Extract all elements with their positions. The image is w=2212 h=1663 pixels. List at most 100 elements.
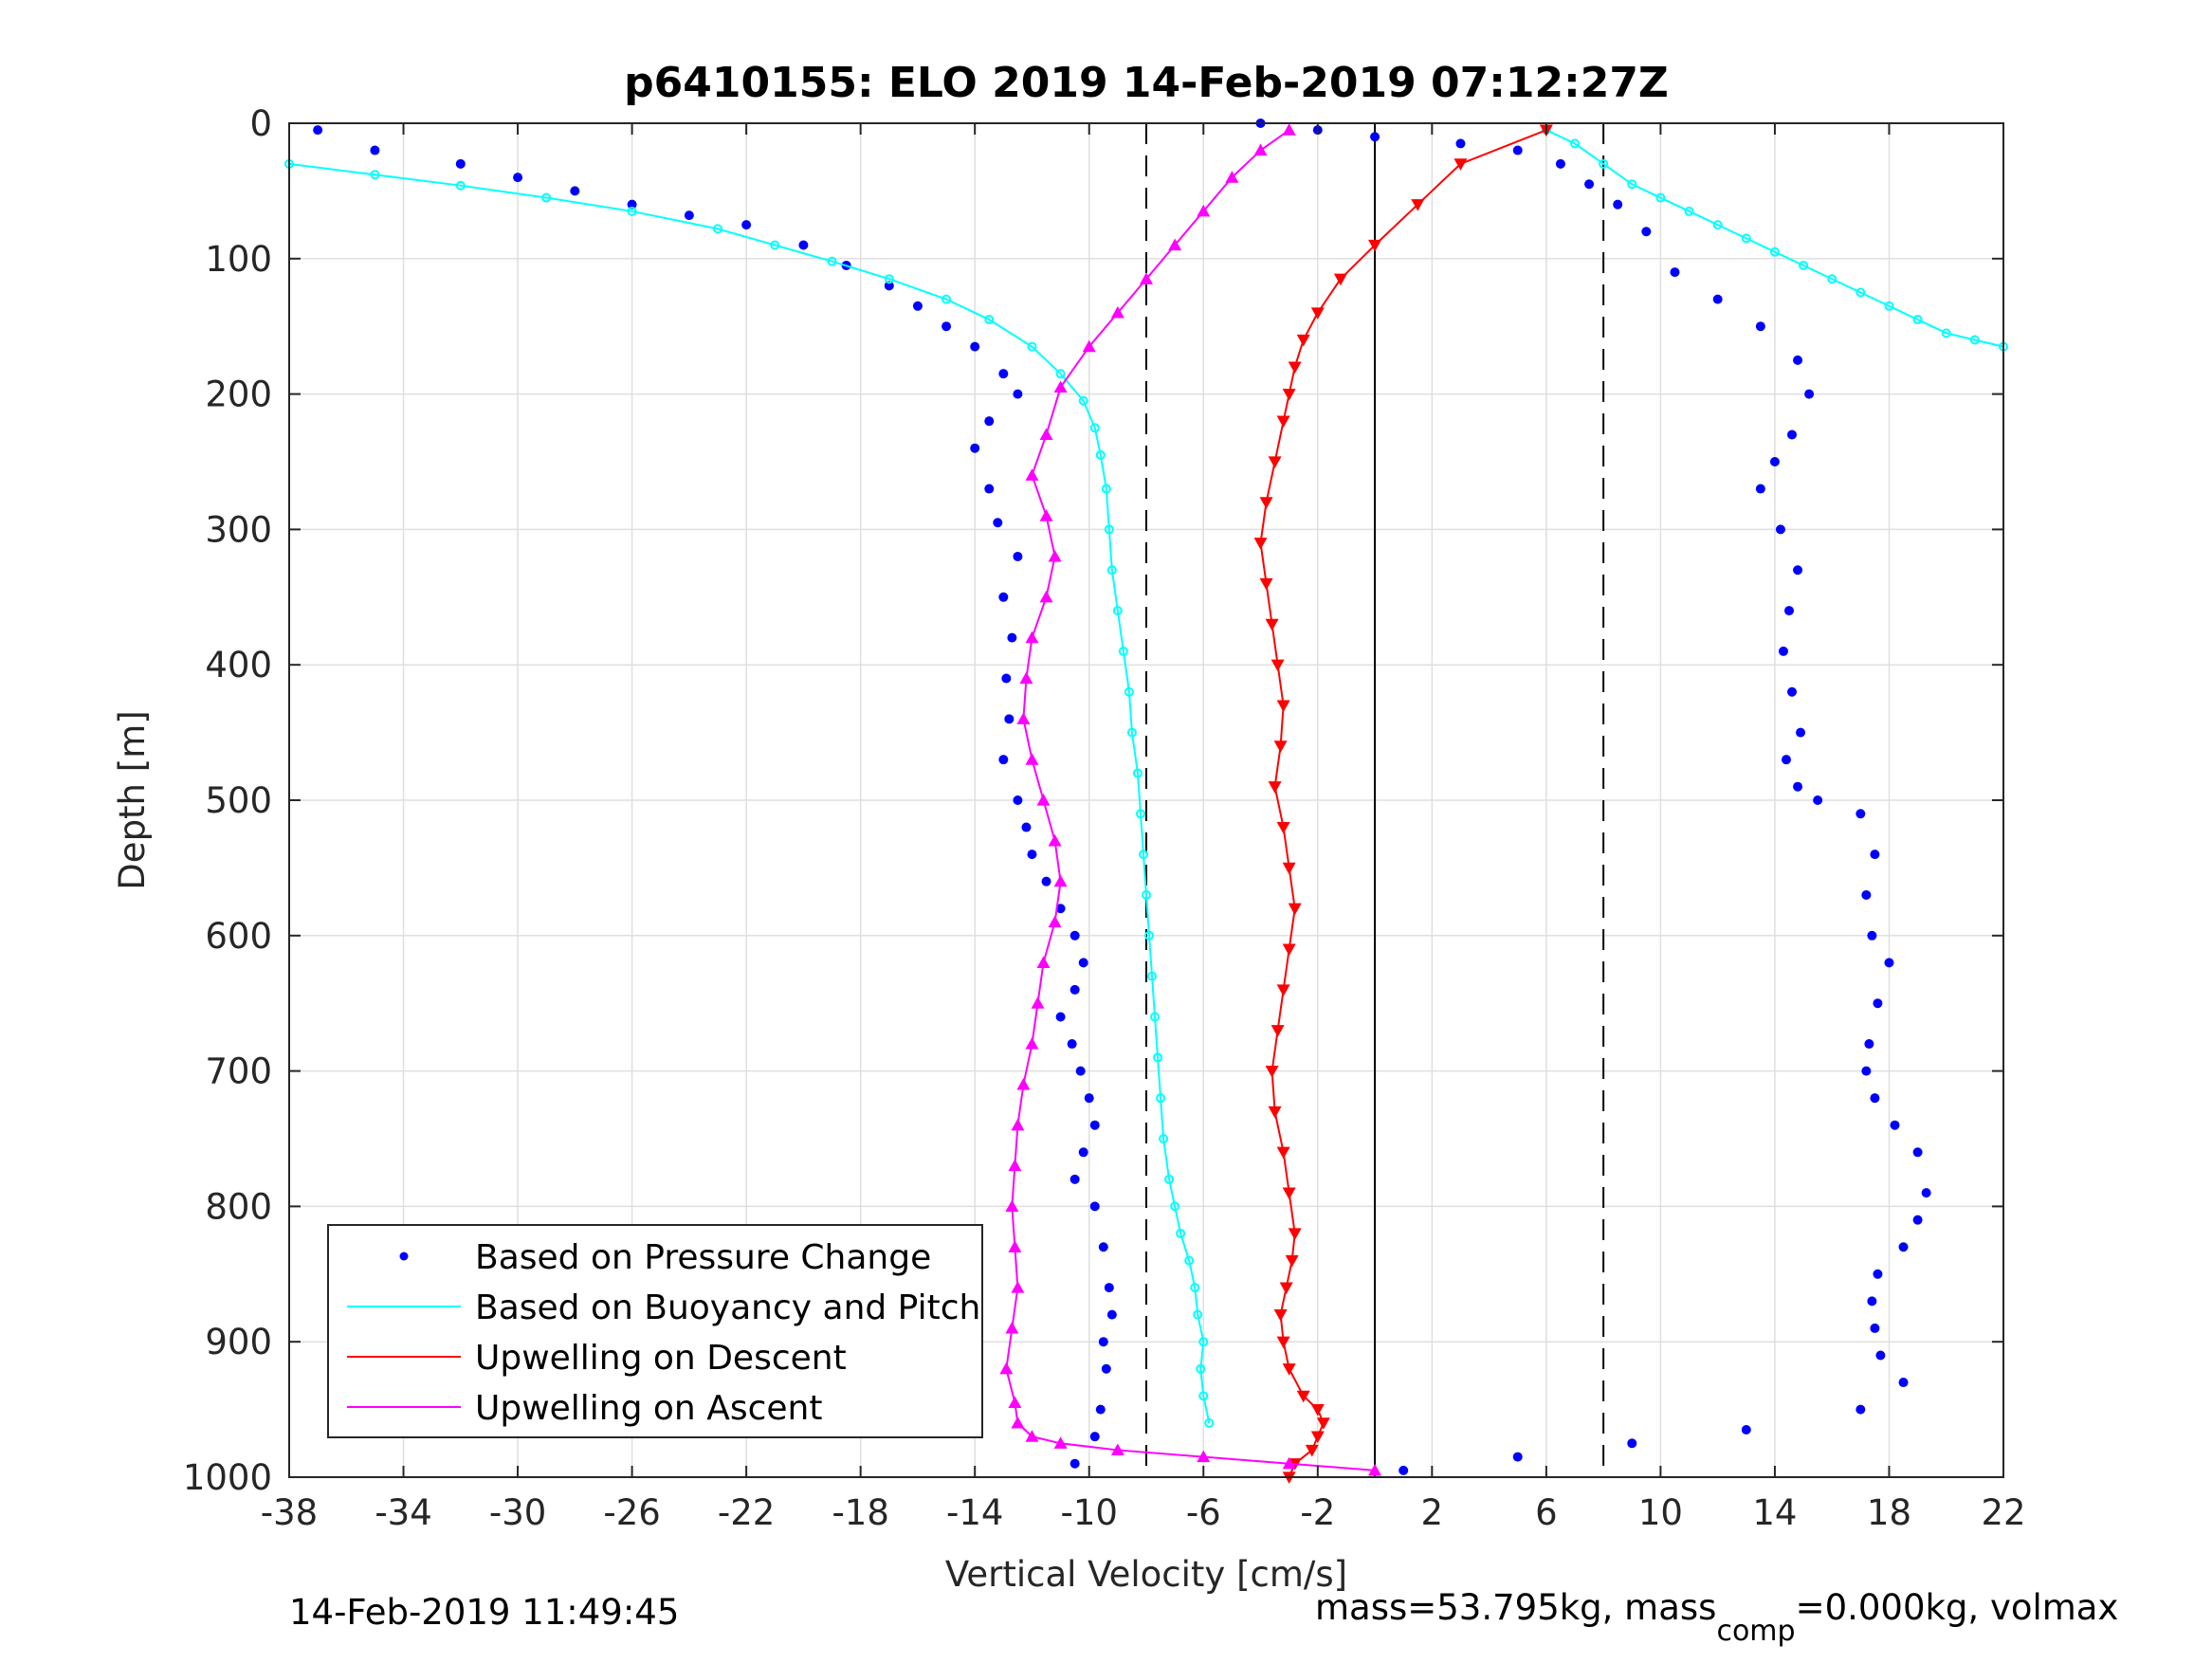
data-point — [1196, 1363, 1206, 1374]
data-point — [1265, 1066, 1279, 1078]
x-tick-label: -18 — [832, 1492, 888, 1533]
y-tick-label: 1000 — [183, 1457, 272, 1498]
data-point — [1069, 1174, 1080, 1184]
data-point — [1055, 369, 1066, 379]
data-point — [627, 199, 637, 210]
data-point — [1787, 429, 1798, 440]
x-tick-label: 2 — [1421, 1492, 1444, 1533]
data-point — [1769, 247, 1780, 257]
data-point — [1084, 1093, 1094, 1104]
data-point — [1176, 1228, 1186, 1238]
data-point — [1282, 943, 1296, 957]
data-point — [1684, 206, 1694, 216]
data-point — [1870, 1323, 1880, 1333]
data-point — [1013, 389, 1023, 399]
legend: Based on Pressure Change Based on Buoyan… — [327, 1224, 983, 1438]
data-point — [1867, 930, 1877, 941]
data-point — [1271, 1025, 1285, 1037]
data-point — [1555, 158, 1565, 169]
data-point — [1279, 1282, 1293, 1295]
data-point — [984, 416, 995, 427]
data-point — [1101, 484, 1111, 494]
data-point — [1912, 1215, 1923, 1225]
axis-ticks: -38 -34 -30 -26 -22 -18 -14 -10 -6 -2 2 6 10 14 18 2201… — [183, 103, 2026, 1533]
data-point — [1813, 795, 1823, 805]
x-tick-label: 22 — [1981, 1492, 2025, 1533]
data-point — [1796, 727, 1806, 738]
data-point — [455, 158, 466, 169]
data-point — [1276, 984, 1290, 996]
data-point — [1008, 1240, 1022, 1252]
data-point — [1118, 646, 1128, 656]
data-point — [1156, 1093, 1166, 1104]
y-tick-label: 300 — [205, 509, 272, 550]
series-line — [288, 162, 1211, 1424]
x-tick-label: -30 — [489, 1492, 546, 1533]
data-point — [1305, 1444, 1319, 1457]
data-point — [1008, 1396, 1022, 1409]
data-point — [1712, 294, 1723, 304]
data-point — [1048, 915, 1062, 928]
data-point — [741, 220, 752, 230]
data-point — [998, 592, 1009, 602]
data-point — [1861, 889, 1872, 900]
data-point — [1921, 1188, 1931, 1198]
data-point — [1138, 850, 1148, 860]
data-point — [1856, 809, 1866, 819]
data-point — [1670, 267, 1680, 278]
x-tick-label: -26 — [603, 1492, 660, 1533]
data-point — [984, 484, 995, 494]
data-point — [1031, 996, 1045, 1009]
y-axis-label: Depth [m] — [112, 710, 153, 889]
data-point — [1512, 145, 1523, 155]
data-point — [1793, 355, 1803, 365]
data-point — [1013, 795, 1023, 805]
data-point — [1253, 143, 1268, 156]
data-point — [570, 186, 580, 196]
data-point — [1898, 1378, 1909, 1388]
data-point — [1310, 307, 1325, 320]
data-point — [1019, 671, 1033, 685]
data-point — [1025, 753, 1039, 765]
data-point — [1069, 984, 1080, 995]
data-point — [941, 321, 952, 332]
data-point — [1159, 1134, 1169, 1143]
data-point — [1870, 850, 1880, 860]
y-tick-label: 200 — [205, 375, 272, 415]
data-point — [1004, 714, 1015, 724]
y-tick-label: 700 — [205, 1051, 272, 1092]
data-point — [370, 170, 380, 180]
data-point — [1870, 1093, 1880, 1104]
data-point — [1089, 1432, 1100, 1442]
data-point — [1039, 590, 1053, 603]
footer-mass-sub: comp — [1716, 1615, 1795, 1648]
data-point — [1296, 334, 1310, 347]
data-point — [1082, 339, 1096, 353]
y-tick-label: 800 — [205, 1186, 272, 1227]
x-tick-label: -22 — [718, 1492, 775, 1533]
data-point — [1276, 700, 1290, 713]
x-tick-label: -34 — [375, 1492, 431, 1533]
data-point — [1011, 1281, 1025, 1293]
data-point — [1025, 1430, 1039, 1442]
data-point — [1856, 1404, 1866, 1415]
data-point — [713, 224, 722, 234]
data-point — [1288, 1228, 1302, 1240]
data-point — [1861, 1066, 1872, 1076]
data-point — [1599, 158, 1609, 169]
data-point — [684, 210, 694, 221]
data-point — [770, 240, 780, 250]
data-point — [1126, 727, 1137, 738]
data-point — [1101, 1363, 1111, 1374]
data-point — [1110, 1443, 1124, 1456]
data-point — [1265, 618, 1279, 631]
data-point — [1781, 755, 1791, 765]
data-point — [1055, 904, 1066, 914]
data-point — [370, 145, 380, 155]
data-point — [1011, 1118, 1025, 1131]
data-point — [1150, 1012, 1161, 1022]
y-tick-label: 500 — [205, 780, 272, 821]
data-point — [1741, 1425, 1751, 1435]
series-2 — [1253, 124, 1553, 1484]
data-point — [1190, 1283, 1200, 1293]
